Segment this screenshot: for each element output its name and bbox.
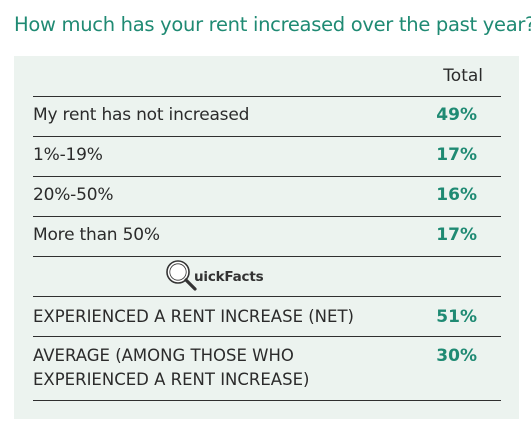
row-value: 51% <box>436 307 477 327</box>
row-value: 16% <box>436 185 477 205</box>
table-row: My rent has not increased 49% <box>33 97 501 137</box>
table-row: More than 50% 17% <box>33 217 501 257</box>
row-label: EXPERIENCED A RENT INCREASE (NET) <box>33 307 354 326</box>
results-table: Total My rent has not increased 49% 1%-1… <box>14 56 519 419</box>
row-label-line-2: EXPERIENCED A RENT INCREASE) <box>33 370 310 389</box>
table-header-row: Total <box>33 56 501 97</box>
question-title: How much has your rent increased over th… <box>14 13 531 36</box>
row-label: 1%-19% <box>33 145 103 165</box>
row-label-line-1: AVERAGE (AMONG THOSE WHO <box>33 346 294 365</box>
quickfacts-label: uickFacts <box>194 269 264 285</box>
row-label: My rent has not increased <box>33 105 250 125</box>
row-label: 20%-50% <box>33 185 114 205</box>
magnifying-glass-icon <box>166 260 197 291</box>
table-row: AVERAGE (AMONG THOSE WHO EXPERIENCED A R… <box>33 337 501 401</box>
column-header-total: Total <box>443 66 483 86</box>
row-value: 49% <box>436 105 477 125</box>
row-value: 17% <box>436 225 477 245</box>
quickfacts-logo: uickFacts <box>164 258 264 292</box>
quickfacts-row <box>33 257 501 297</box>
row-value: 30% <box>436 346 477 366</box>
table-row: 1%-19% 17% <box>33 137 501 177</box>
row-value: 17% <box>436 145 477 165</box>
table-row: EXPERIENCED A RENT INCREASE (NET) 51% <box>33 297 501 337</box>
table-row: 20%-50% 16% <box>33 177 501 217</box>
row-label: More than 50% <box>33 225 160 245</box>
